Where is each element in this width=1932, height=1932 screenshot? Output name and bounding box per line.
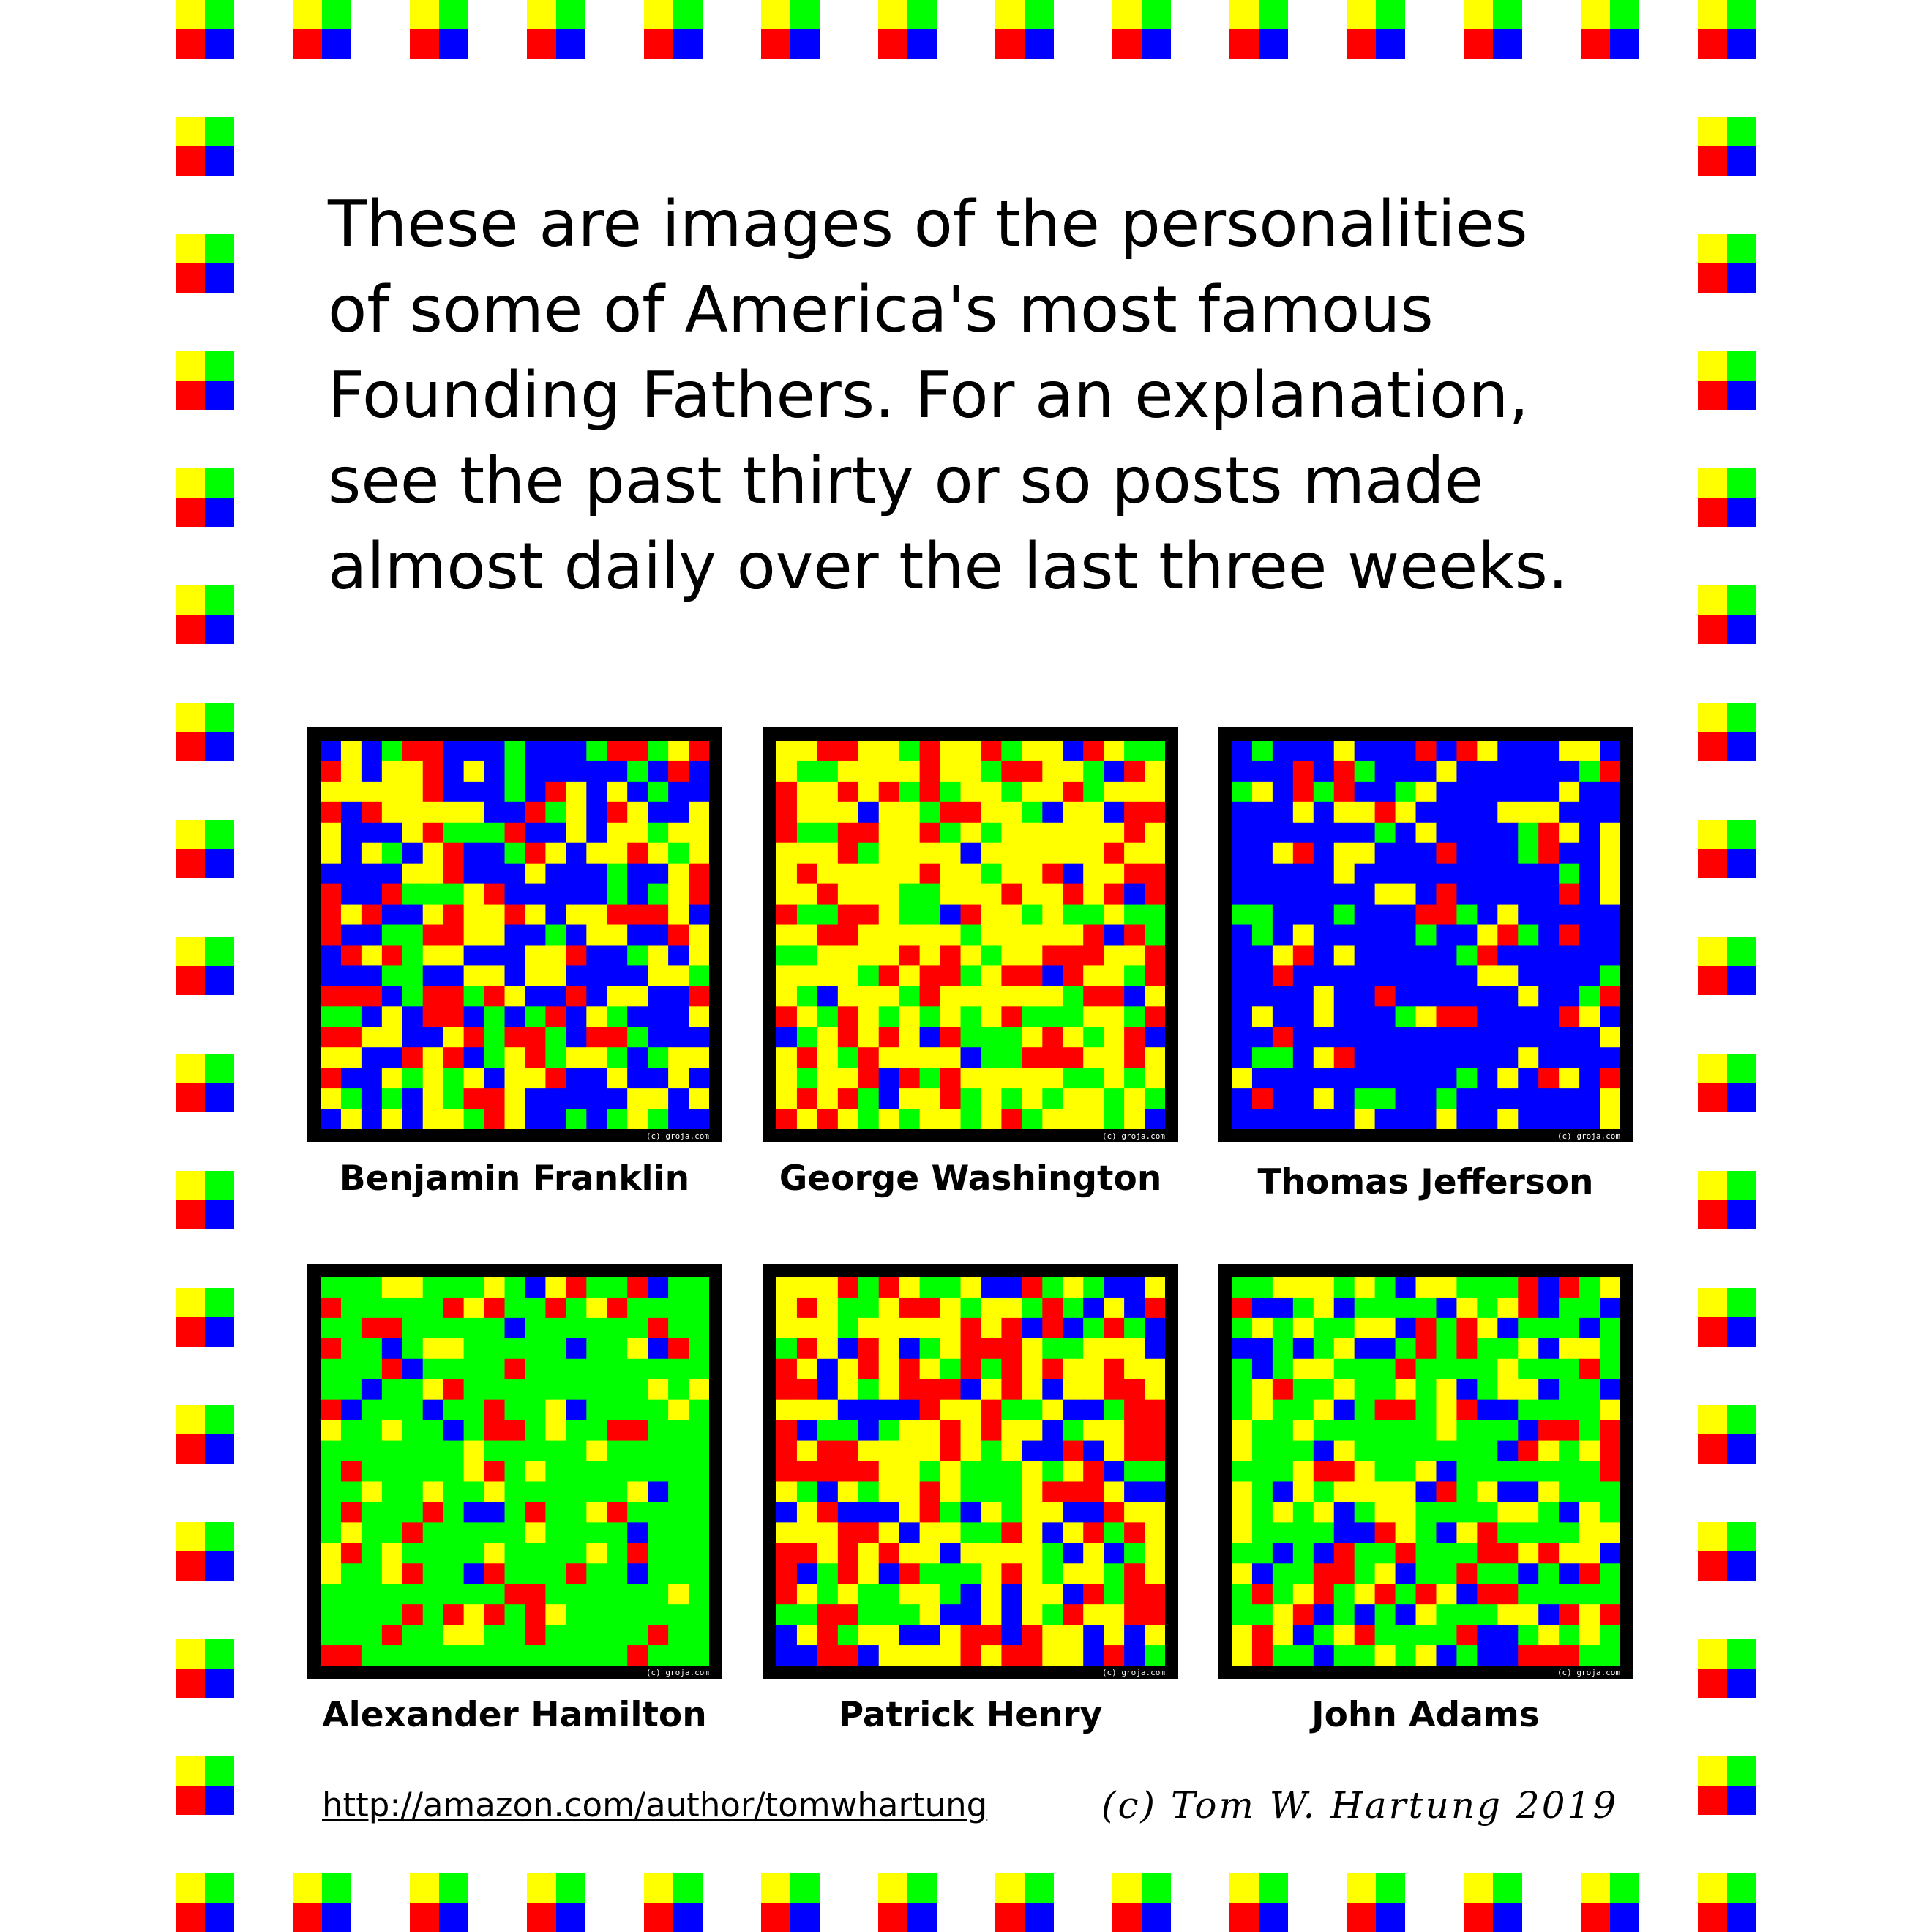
four-color-square-icon [176,234,234,293]
four-color-square-icon [176,117,234,176]
four-color-square-icon [176,820,234,878]
four-color-square-icon [176,1054,234,1112]
four-color-square-icon [878,1873,937,1932]
watermark: (c) groja.com [645,1131,709,1141]
four-color-square-icon [1229,1873,1288,1932]
watermark: (c) groja.com [1101,1668,1165,1677]
portrait-grid [1232,1277,1620,1666]
four-color-square-icon [1698,585,1756,644]
portrait-grid [321,741,709,1129]
four-color-square-icon [176,1522,234,1581]
four-color-square-icon [293,1873,351,1932]
four-color-square-icon [176,468,234,527]
four-color-square-icon [527,0,585,59]
four-color-square-icon [1698,1405,1756,1464]
watermark: (c) groja.com [1557,1131,1620,1141]
four-color-square-icon [1581,1873,1639,1932]
watermark: (c) groja.com [1101,1131,1165,1141]
four-color-square-icon [1581,0,1639,59]
four-color-square-icon [1698,1522,1756,1581]
four-color-square-icon [1464,0,1522,59]
four-color-square-icon [1112,0,1171,59]
four-color-square-icon [1698,703,1756,761]
caption-alexander-hamilton: Alexander Hamilton [322,1695,707,1735]
portrait-benjamin-franklin: (c) groja.com [307,727,722,1142]
four-color-square-icon [176,351,234,410]
four-color-square-icon [527,1873,585,1932]
four-color-square-icon [995,1873,1054,1932]
four-color-square-icon [878,0,937,59]
portrait-george-washington: (c) groja.com [763,727,1178,1142]
intro-text: These are images of the personalities of… [328,187,1568,604]
four-color-square-icon [176,937,234,995]
portrait-john-adams: (c) groja.com [1218,1264,1633,1679]
four-color-square-icon [1698,937,1756,995]
caption-george-washington: George Washington [779,1158,1162,1199]
caption-john-adams: John Adams [1311,1695,1540,1735]
four-color-square-icon [1112,1873,1171,1932]
four-color-square-icon [1698,351,1756,410]
four-color-square-icon [1347,1873,1405,1932]
four-color-square-icon [176,1288,234,1347]
four-color-square-icon [176,1405,234,1464]
four-color-square-icon [176,0,234,59]
portrait-grid [321,1277,709,1666]
four-color-square-icon [1698,1288,1756,1347]
four-color-square-icon [1464,1873,1522,1932]
four-color-square-icon [176,1873,234,1932]
four-color-square-icon [1698,1171,1756,1229]
four-color-square-icon [1698,468,1756,527]
four-color-square-icon [1698,1756,1756,1815]
four-color-square-icon [293,0,351,59]
four-color-square-icon [1698,117,1756,176]
four-color-square-icon [176,1639,234,1698]
four-color-square-icon [176,1171,234,1229]
four-color-square-icon [995,0,1054,59]
portrait-grid [1232,741,1620,1129]
four-color-square-icon [1698,1639,1756,1698]
four-color-square-icon [1698,820,1756,878]
copyright-credit: (c) Tom W. Hartung 2019 [1101,1784,1619,1827]
portrait-grid [776,741,1165,1129]
four-color-square-icon [1698,0,1756,59]
four-color-square-icon [410,0,468,59]
four-color-square-icon [1347,0,1405,59]
caption-patrick-henry: Patrick Henry [838,1695,1103,1735]
four-color-square-icon [176,1756,234,1815]
four-color-square-icon [761,0,820,59]
author-link[interactable]: http://amazon.com/author/tomwhartung [322,1786,988,1824]
portrait-grid [776,1277,1165,1666]
watermark: (c) groja.com [1557,1668,1620,1677]
portrait-patrick-henry: (c) groja.com [763,1264,1178,1679]
four-color-square-icon [644,0,703,59]
four-color-square-icon [1698,1054,1756,1112]
caption-thomas-jefferson: Thomas Jefferson [1257,1162,1594,1202]
four-color-square-icon [1698,1873,1756,1932]
watermark: (c) groja.com [645,1668,709,1677]
four-color-square-icon [176,585,234,644]
four-color-square-icon [1698,234,1756,293]
portrait-thomas-jefferson: (c) groja.com [1218,727,1633,1142]
four-color-square-icon [410,1873,468,1932]
four-color-square-icon [1229,0,1288,59]
four-color-square-icon [761,1873,820,1932]
caption-benjamin-franklin: Benjamin Franklin [339,1158,690,1199]
portrait-alexander-hamilton: (c) groja.com [307,1264,722,1679]
four-color-square-icon [176,703,234,761]
four-color-square-icon [644,1873,703,1932]
